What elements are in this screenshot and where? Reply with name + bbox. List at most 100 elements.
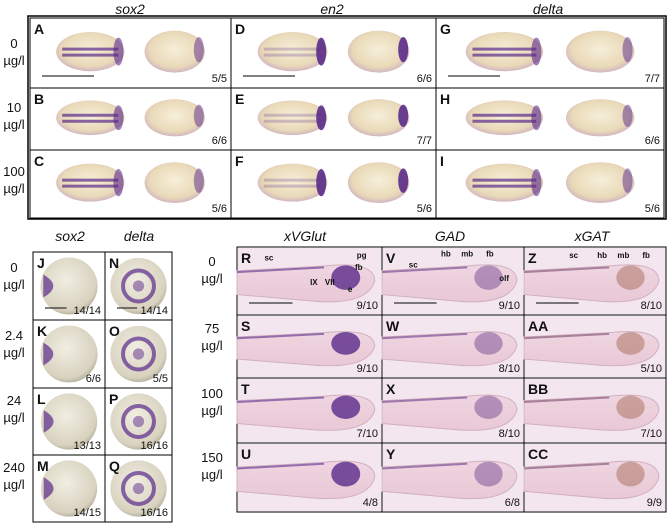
- panel-count: 9/9: [647, 497, 662, 509]
- panel-count: 5/10: [641, 363, 662, 375]
- stain: [474, 332, 503, 355]
- stain: [616, 461, 645, 487]
- panel-letter: W: [386, 318, 400, 334]
- dose-label: 150: [201, 450, 223, 465]
- embryo-dorsal: [257, 163, 328, 202]
- stain: [132, 482, 145, 495]
- embryo-lateral: [565, 99, 635, 137]
- embryo-dorsal: [56, 31, 125, 72]
- column-header: GAD: [435, 228, 465, 244]
- unit-label: µg/l: [3, 345, 24, 360]
- column-header: sox2: [115, 1, 145, 17]
- column-header: en2: [320, 1, 344, 17]
- tadpole: [523, 394, 660, 431]
- stain: [474, 265, 503, 290]
- stain: [62, 119, 119, 123]
- annotation: fb: [642, 251, 650, 260]
- stain: [331, 265, 361, 290]
- panel-count: 7/10: [641, 428, 662, 440]
- stain: [472, 47, 537, 51]
- panel-count: 7/7: [417, 135, 432, 147]
- stain: [132, 415, 145, 428]
- stain: [263, 47, 322, 51]
- stain: [331, 332, 361, 355]
- stain: [113, 105, 124, 131]
- panel-count: 6/6: [645, 135, 660, 147]
- stain: [236, 332, 325, 340]
- stain: [121, 404, 156, 439]
- panel-count: 9/10: [499, 300, 520, 312]
- column-header: delta: [124, 228, 155, 244]
- stain: [236, 266, 325, 274]
- embryo-dorsal: [465, 100, 544, 136]
- stain: [616, 332, 645, 355]
- panel-letter: O: [109, 323, 120, 339]
- unit-label: µg/l: [3, 117, 24, 132]
- panel-count: 5/6: [417, 203, 432, 215]
- embryo: [40, 460, 98, 517]
- embryo-dorsal: [465, 31, 544, 72]
- dose-label: 2.4: [5, 328, 23, 343]
- panel-count: 16/16: [140, 507, 168, 519]
- top-frame: [27, 15, 667, 220]
- panels: sox2 en2 delta 0 µg/l 10 µg/l 100 µg/l A 5/5 D 6/6 G 7…: [3, 1, 667, 523]
- panel-count: 8/10: [499, 428, 520, 440]
- annotation: fb: [486, 250, 494, 259]
- panel-letter: T: [241, 381, 250, 397]
- embryo-lateral: [565, 30, 635, 73]
- stain: [121, 336, 156, 372]
- stain: [263, 113, 322, 117]
- dose-label: 24: [7, 393, 21, 408]
- stain: [331, 461, 361, 487]
- stain: [193, 168, 204, 193]
- stain: [381, 266, 468, 274]
- panel-letter: Q: [109, 458, 120, 474]
- panel-count: 16/16: [140, 440, 168, 452]
- embryo-dorsal: [56, 163, 125, 202]
- stain: [236, 462, 325, 470]
- stain: [616, 395, 645, 419]
- panel-count: 5/6: [212, 203, 227, 215]
- unit-label: µg/l: [3, 53, 24, 68]
- panel-letter: U: [241, 446, 251, 462]
- stain: [472, 119, 537, 123]
- tadpole: [523, 331, 660, 367]
- stain: [113, 37, 124, 66]
- dose-label: 0: [10, 36, 17, 51]
- panel-count: 5/6: [645, 203, 660, 215]
- unit-label: µg/l: [3, 477, 24, 492]
- panel-count: 14/14: [140, 305, 168, 317]
- panel-letter: C: [34, 153, 44, 169]
- panel-count: 7/7: [645, 73, 660, 85]
- annotation: fb: [355, 263, 363, 272]
- panel-letter: BB: [528, 381, 548, 397]
- tadpole: [523, 460, 660, 500]
- annotation: pg: [357, 251, 367, 260]
- stain: [531, 169, 542, 197]
- stain: [62, 184, 119, 188]
- stain: [236, 396, 325, 404]
- stain: [331, 395, 361, 419]
- stain: [523, 462, 610, 470]
- stain: [263, 119, 322, 123]
- panel-count: 4/8: [363, 497, 378, 509]
- stain: [62, 178, 119, 182]
- panel-count: 8/10: [499, 363, 520, 375]
- stain: [398, 168, 409, 193]
- panel-letter: M: [37, 458, 49, 474]
- stain: [132, 348, 145, 360]
- embryo-lateral: [347, 30, 410, 73]
- annotation: sc: [569, 251, 578, 260]
- tadpole: [381, 460, 518, 500]
- stain: [193, 37, 204, 63]
- stain: [523, 332, 610, 340]
- embryo-lateral: [565, 162, 635, 204]
- panel-count: 14/15: [73, 507, 101, 519]
- stain: [381, 332, 468, 340]
- panel-letter: CC: [528, 446, 548, 462]
- annotation: VII: [325, 278, 335, 287]
- embryo-dorsal: [56, 100, 125, 136]
- panel-letter: B: [34, 91, 44, 107]
- unit-label: µg/l: [3, 410, 24, 425]
- annotation: sc: [264, 254, 273, 263]
